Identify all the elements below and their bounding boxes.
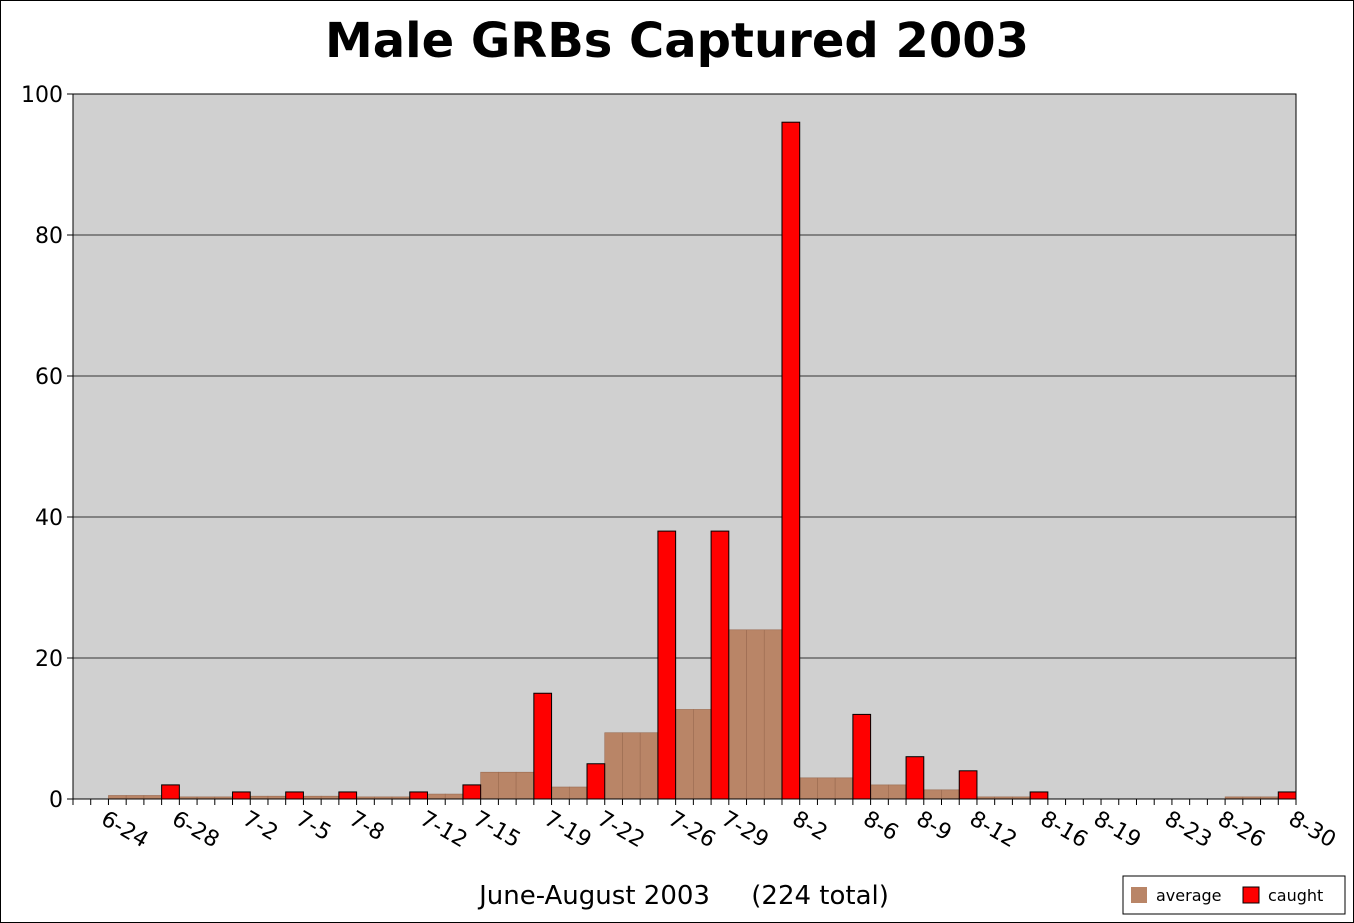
caught-bar [338,791,358,800]
caught-bar [409,791,428,800]
average-bar [480,771,499,800]
average-bar [515,771,535,800]
plot-area [72,93,1297,800]
average-bar [888,784,907,800]
y-tick-label: 60 [35,365,63,390]
average-bar [746,629,765,800]
average-bar [108,795,127,800]
caught-bar [905,756,925,800]
chart-title: Male GRBs Captured 2003 [325,13,1029,69]
average-bar [604,732,623,800]
average-bar [728,629,747,800]
caught-bar [586,763,606,800]
average-bar [817,777,836,800]
caught-bar [958,770,978,800]
caught-bar [285,791,304,800]
average-bar [834,777,854,800]
average-bar [143,795,162,800]
y-tick-label: 20 [35,647,63,672]
average-bar [923,789,942,800]
average-bar [125,795,145,800]
legend-swatch [1131,887,1147,903]
caught-bar [232,791,251,800]
x-axis-label: June-August 2003 (224 total) [477,881,889,911]
caught-bar [781,121,801,800]
legend-label: average [1156,886,1222,905]
y-tick-label: 0 [49,788,63,813]
average-bar [622,732,641,800]
caught-bar [710,530,730,800]
average-bar [568,786,588,800]
y-tick-label: 100 [21,83,63,108]
y-tick-label: 80 [35,224,63,249]
caught-bar [1029,791,1049,800]
caught-bar [533,692,553,800]
average-bar [693,709,712,800]
average-bar [763,629,783,800]
legend [1122,875,1346,915]
caught-bar [161,784,180,800]
average-bar [427,793,446,800]
caught-bar [852,713,872,800]
y-tick-label: 40 [35,506,63,531]
legend-label: caught [1268,886,1323,905]
caught-bar [1277,791,1297,800]
average-bar [551,786,570,800]
caught-bar [657,530,677,800]
average-bar [799,777,818,800]
legend-swatch [1242,886,1260,904]
average-bar [675,709,694,800]
average-bar [639,732,659,800]
average-bar [870,784,889,800]
average-bar [498,771,517,800]
average-bar [444,793,464,800]
average-bar [941,789,960,800]
caught-bar [462,784,482,800]
